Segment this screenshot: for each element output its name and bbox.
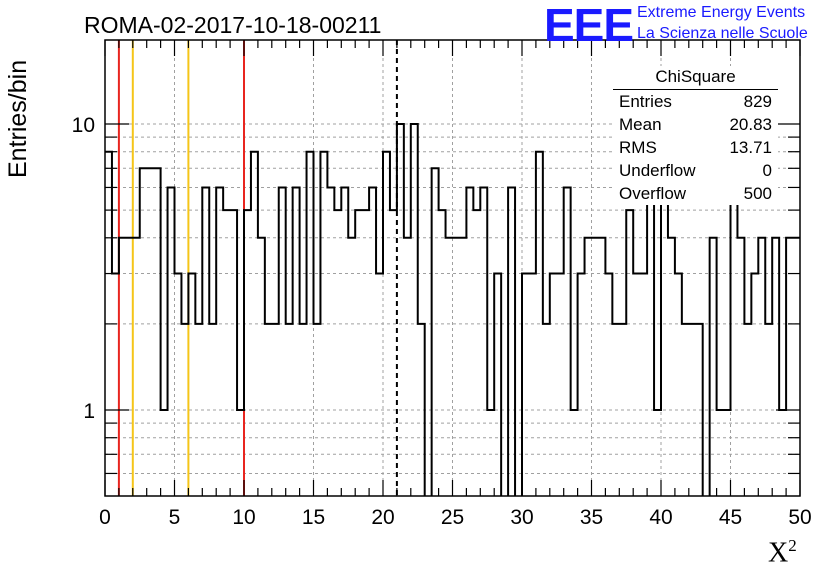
histogram-line xyxy=(105,123,800,496)
logo-line-1: Extreme Energy Events xyxy=(637,4,806,21)
stats-value: 13.71 xyxy=(729,138,772,157)
stats-label: Entries xyxy=(619,92,672,111)
x-axis-label-sup: 2 xyxy=(788,536,797,555)
x-tick-label: 20 xyxy=(371,506,394,529)
x-axis-label-base: X xyxy=(768,537,789,569)
y-axis-label: Entries/bin xyxy=(4,59,32,178)
x-axis-label: X2 xyxy=(768,536,797,569)
stats-title: ChiSquare xyxy=(613,66,778,90)
eee-logo: EEE xyxy=(544,0,634,51)
x-tick-label: 50 xyxy=(788,506,811,529)
stats-box: ChiSquare Entries 829 Mean 20.83 RMS 13.… xyxy=(613,66,778,205)
x-tick-label: 35 xyxy=(580,506,603,529)
stats-row-underflow: Underflow 0 xyxy=(613,159,778,182)
x-tick-label: 15 xyxy=(302,506,325,529)
x-tick-label: 5 xyxy=(169,506,181,529)
y-tick-label: 10 xyxy=(72,114,95,137)
stats-label: Overflow xyxy=(619,184,687,203)
x-tick-label: 0 xyxy=(99,506,111,529)
stats-value: 829 xyxy=(743,92,772,111)
stats-row-rms: RMS 13.71 xyxy=(613,136,778,159)
stats-value: 20.83 xyxy=(729,115,772,134)
logo-line-2: La Scienza nelle Scuole xyxy=(637,25,808,42)
y-tick-label: 1 xyxy=(83,400,95,423)
stats-value: 500 xyxy=(743,184,772,203)
stats-row-mean: Mean 20.83 xyxy=(613,113,778,136)
stats-value: 0 xyxy=(762,161,772,180)
x-tick-label: 40 xyxy=(649,506,672,529)
stats-label: RMS xyxy=(619,138,657,157)
x-tick-label: 30 xyxy=(510,506,533,529)
x-tick-label: 45 xyxy=(719,506,742,529)
x-tick-label: 25 xyxy=(441,506,464,529)
stats-row-entries: Entries 829 xyxy=(613,90,778,113)
x-tick-label: 10 xyxy=(232,506,255,529)
stats-label: Mean xyxy=(619,115,662,134)
stats-row-overflow: Overflow 500 xyxy=(613,182,778,205)
chart-title: ROMA-02-2017-10-18-00211 xyxy=(84,12,382,38)
stats-label: Underflow xyxy=(619,161,696,180)
